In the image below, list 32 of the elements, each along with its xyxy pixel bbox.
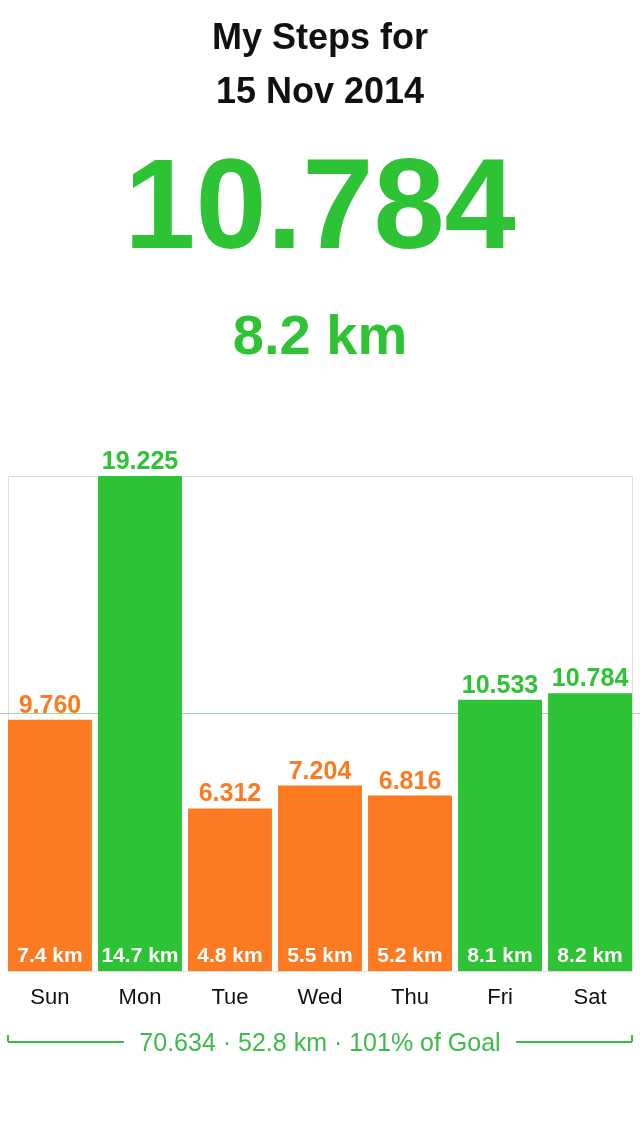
annotation: 5.2 km: [377, 943, 443, 966]
annotation: 4.8 km: [197, 943, 263, 966]
bar: [458, 699, 542, 971]
x-tick-label: Thu: [391, 983, 429, 1009]
chart-subtitle: 10.784: [124, 132, 516, 275]
data-label: 7.204: [288, 755, 352, 784]
annotation: 14.7 km: [101, 943, 179, 966]
annotation: 8.1 km: [467, 943, 533, 966]
data-label: 10.533: [461, 669, 539, 698]
x-tick-label: Mon: [118, 983, 162, 1009]
bar: [188, 808, 272, 971]
x-tick-label: Tue: [211, 983, 249, 1009]
chart-title: My Steps for 15 Nov 2014: [211, 16, 429, 111]
bar: [548, 693, 632, 971]
x-tick-label: Sun: [30, 983, 70, 1009]
text: 70.634 · 52.8 km · 101% of Goal: [139, 1028, 501, 1056]
annotation: 5.5 km: [287, 943, 353, 966]
data-label: 9.760: [18, 689, 82, 718]
bar: [98, 476, 182, 971]
x-tick-label: Sat: [573, 983, 607, 1009]
x-tick-label: Wed: [297, 983, 343, 1009]
bar: [368, 795, 452, 971]
data-label: 19.225: [101, 446, 179, 474]
data-label: 10.784: [551, 663, 629, 692]
text: 8.2 km: [232, 303, 408, 366]
data-label: 6.312: [198, 778, 262, 807]
bar: [8, 719, 92, 971]
annotation: 8.2 km: [557, 943, 623, 966]
x-tick-label: Fri: [487, 983, 513, 1009]
annotation: 7.4 km: [17, 943, 83, 966]
data-label: 6.816: [378, 765, 442, 794]
bar: [278, 785, 362, 971]
